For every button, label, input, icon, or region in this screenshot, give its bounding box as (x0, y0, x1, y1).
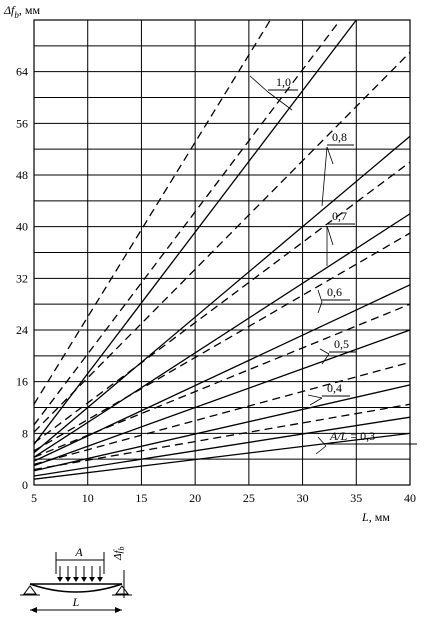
series-line (33, 19, 341, 426)
leader-line (249, 75, 269, 93)
series-labels: 1,0 0,8 0,7 0,6 0,5 0,4 A/L = 0,3 (249, 75, 417, 455)
series-label: 0,4 (327, 381, 342, 395)
leader-line (321, 353, 330, 365)
series-line (33, 161, 411, 444)
left-support (23, 585, 37, 595)
y-axis-subscript: b (14, 10, 19, 20)
y-tick-label: 0 (22, 478, 28, 492)
leader-line (307, 394, 323, 399)
series-line (33, 213, 411, 458)
label-l: L (72, 595, 80, 609)
series-label: 0,8 (332, 130, 347, 144)
y-tick-label: 32 (16, 271, 28, 285)
leader-line (267, 91, 293, 111)
grid (33, 19, 411, 486)
series-line (33, 232, 411, 452)
series-label: 0,6 (327, 285, 342, 299)
load-arrowheads (57, 577, 103, 582)
x-tick-label: 35 (350, 491, 362, 505)
dimension-l-arrow-left (30, 607, 37, 613)
series-line (33, 135, 411, 454)
dimension-l-arrow-right (115, 607, 122, 613)
series-label: A/L = 0,3 (329, 429, 375, 443)
y-tick-label: 24 (16, 323, 28, 337)
right-support (115, 585, 129, 595)
plot-frame (33, 19, 411, 486)
series-line (33, 329, 411, 467)
leader-line (315, 445, 327, 455)
leader-line (317, 301, 323, 314)
y-tick-label: 56 (16, 116, 28, 130)
x-tick-label: 15 (135, 491, 147, 505)
series-label: 0,7 (332, 209, 347, 223)
leader-line (319, 348, 330, 355)
leader-line (317, 289, 323, 303)
series-line (33, 403, 411, 471)
series-label: 0,5 (334, 337, 349, 351)
series-line (33, 303, 411, 458)
y-tick-label: 16 (16, 375, 28, 389)
label-deflection: Δfb (112, 546, 126, 561)
leader-line (309, 397, 323, 406)
x-tick-label: 25 (243, 491, 255, 505)
x-tick-label: 20 (189, 491, 201, 505)
series-line (33, 19, 357, 445)
x-axis-title: L, мм (361, 510, 390, 524)
x-tick-label: 40 (404, 491, 416, 505)
x-tick-label: 5 (31, 491, 37, 505)
series-line (33, 361, 411, 465)
series-line (33, 51, 411, 433)
x-axis-symbol: L (361, 510, 369, 524)
x-axis-unit: , мм (369, 510, 391, 524)
y-tick-label: 8 (22, 426, 28, 440)
series-label: 1,0 (276, 75, 291, 89)
y-axis-unit: , мм (19, 3, 41, 17)
series-line (33, 432, 411, 480)
tick-labels: 5 10 15 20 25 30 35 40 0 8 16 24 32 40 48 56 64 (16, 65, 416, 505)
y-tick-label: 48 (16, 168, 28, 182)
series-line (33, 416, 411, 477)
series-group (33, 19, 411, 480)
series-line (33, 384, 411, 472)
leader-line (321, 146, 328, 207)
deflected-beam (29, 583, 123, 593)
x-tick-label: 30 (297, 491, 309, 505)
y-axis-title: Δfb, мм (3, 3, 40, 20)
y-tick-label: 64 (16, 65, 28, 79)
leader-line (326, 146, 334, 165)
label-a: A (74, 545, 83, 559)
series-line (33, 19, 271, 405)
y-axis-symbol: Δf (3, 3, 16, 17)
leader-line (317, 436, 327, 447)
leader-line (326, 225, 334, 246)
beam-diagram: A L Δfb (20, 545, 132, 613)
y-tick-label: 40 (16, 220, 28, 234)
x-tick-label: 10 (82, 491, 94, 505)
